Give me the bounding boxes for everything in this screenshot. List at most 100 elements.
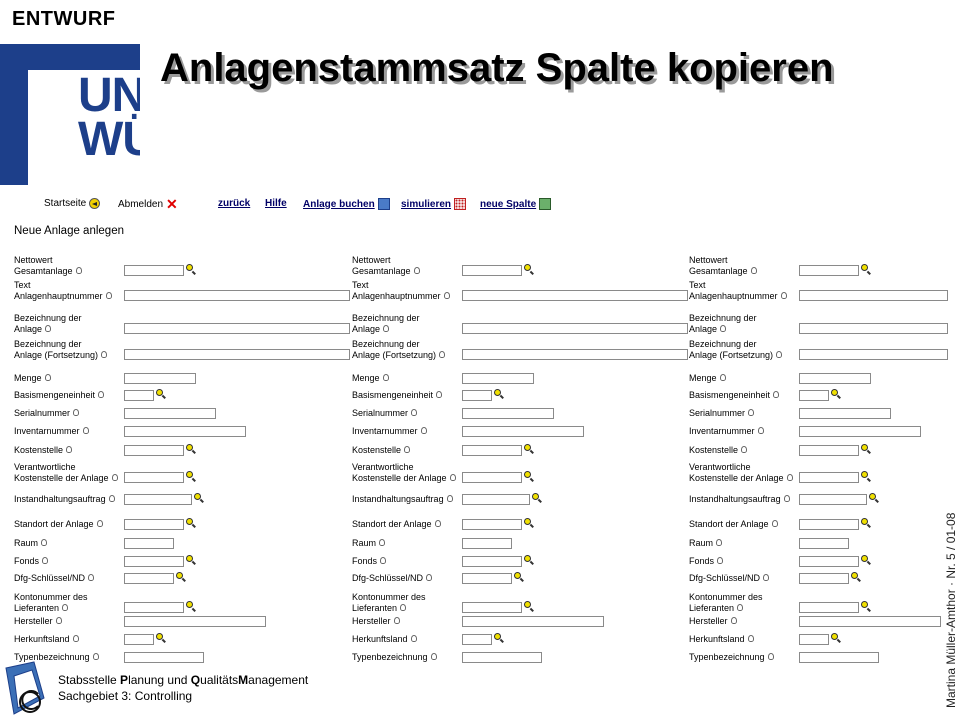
search-lens-icon[interactable] — [851, 571, 858, 579]
search-lens-icon[interactable] — [869, 492, 876, 500]
search-lens-icon[interactable] — [194, 492, 201, 500]
help-icon[interactable] — [737, 603, 744, 611]
help-icon[interactable] — [776, 350, 783, 358]
help-icon[interactable] — [446, 495, 453, 503]
field-input[interactable] — [462, 651, 542, 663]
field-input[interactable] — [799, 323, 948, 334]
field-input[interactable] — [124, 615, 266, 627]
help-icon[interactable] — [717, 557, 724, 565]
search-lens-icon[interactable] — [831, 632, 838, 640]
help-icon[interactable] — [434, 520, 441, 528]
help-icon[interactable] — [773, 391, 780, 399]
help-icon[interactable] — [413, 266, 420, 274]
help-icon[interactable] — [380, 557, 387, 565]
help-icon[interactable] — [98, 391, 105, 399]
help-icon[interactable] — [404, 446, 411, 454]
help-icon[interactable] — [439, 350, 446, 358]
help-icon[interactable] — [62, 603, 69, 611]
search-lens-icon[interactable] — [524, 517, 531, 525]
field-input[interactable] — [799, 349, 948, 360]
help-icon[interactable] — [747, 635, 754, 643]
help-icon[interactable] — [382, 374, 389, 382]
field-input[interactable] — [799, 615, 941, 627]
help-icon[interactable] — [786, 473, 793, 481]
field-input[interactable] — [124, 633, 154, 645]
search-lens-icon[interactable] — [156, 388, 163, 396]
field-input[interactable] — [124, 472, 184, 483]
search-lens-icon[interactable] — [514, 571, 521, 579]
help-icon[interactable] — [41, 539, 48, 547]
field-input[interactable] — [462, 472, 522, 483]
field-input[interactable] — [462, 444, 522, 456]
field-input[interactable] — [462, 389, 492, 401]
help-icon[interactable] — [420, 427, 427, 435]
search-lens-icon[interactable] — [524, 443, 531, 451]
field-input[interactable] — [124, 372, 196, 384]
help-icon[interactable] — [443, 291, 450, 299]
field-input[interactable] — [124, 265, 184, 276]
help-icon[interactable] — [426, 574, 433, 582]
field-input[interactable] — [462, 518, 522, 530]
hilfe-link[interactable]: Hilfe — [265, 198, 287, 209]
help-icon[interactable] — [757, 427, 764, 435]
help-icon[interactable] — [767, 653, 774, 661]
search-lens-icon[interactable] — [186, 601, 193, 608]
search-lens-icon[interactable] — [156, 632, 163, 640]
field-input[interactable] — [124, 407, 216, 419]
field-input[interactable] — [462, 555, 522, 567]
help-icon[interactable] — [771, 520, 778, 528]
field-input[interactable] — [799, 651, 879, 663]
simulieren-link[interactable]: simulieren — [401, 198, 467, 210]
field-input[interactable] — [462, 290, 688, 301]
search-lens-icon[interactable] — [524, 554, 531, 562]
help-icon[interactable] — [730, 617, 737, 625]
field-input[interactable] — [799, 633, 829, 645]
field-input[interactable] — [462, 633, 492, 645]
field-input[interactable] — [462, 572, 512, 584]
field-input[interactable] — [462, 372, 534, 384]
field-input[interactable] — [124, 349, 350, 360]
help-icon[interactable] — [42, 557, 49, 565]
help-icon[interactable] — [400, 603, 407, 611]
help-icon[interactable] — [449, 473, 456, 481]
help-icon[interactable] — [410, 635, 417, 643]
field-input[interactable] — [124, 493, 192, 505]
zurueck-link[interactable]: zurück — [218, 198, 251, 209]
anlage-buchen-link[interactable]: Anlage buchen — [303, 198, 390, 210]
help-icon[interactable] — [75, 266, 82, 274]
field-input[interactable] — [124, 572, 174, 584]
field-input[interactable] — [124, 555, 184, 567]
field-input[interactable] — [799, 372, 871, 384]
field-input[interactable] — [799, 444, 859, 456]
help-icon[interactable] — [82, 427, 89, 435]
help-icon[interactable] — [741, 446, 748, 454]
help-icon[interactable] — [780, 291, 787, 299]
field-input[interactable] — [124, 602, 184, 613]
search-lens-icon[interactable] — [861, 554, 868, 562]
help-icon[interactable] — [66, 446, 73, 454]
help-icon[interactable] — [783, 495, 790, 503]
help-icon[interactable] — [45, 324, 52, 332]
startseite-link[interactable]: Startseite — [44, 198, 101, 209]
help-icon[interactable] — [720, 324, 727, 332]
search-lens-icon[interactable] — [861, 601, 868, 608]
field-input[interactable] — [462, 425, 584, 437]
search-lens-icon[interactable] — [524, 601, 531, 608]
help-icon[interactable] — [73, 409, 80, 417]
search-lens-icon[interactable] — [861, 471, 868, 478]
field-input[interactable] — [462, 537, 512, 549]
help-icon[interactable] — [44, 374, 51, 382]
field-input[interactable] — [799, 425, 921, 437]
field-input[interactable] — [799, 555, 859, 567]
help-icon[interactable] — [88, 574, 95, 582]
search-lens-icon[interactable] — [524, 471, 531, 478]
field-input[interactable] — [124, 425, 246, 437]
field-input[interactable] — [462, 407, 554, 419]
help-icon[interactable] — [748, 409, 755, 417]
help-icon[interactable] — [96, 520, 103, 528]
abmelden-link[interactable]: Abmelden ✕ — [118, 196, 178, 212]
field-input[interactable] — [462, 615, 604, 627]
help-icon[interactable] — [719, 374, 726, 382]
search-lens-icon[interactable] — [861, 443, 868, 451]
field-input[interactable] — [799, 265, 859, 276]
